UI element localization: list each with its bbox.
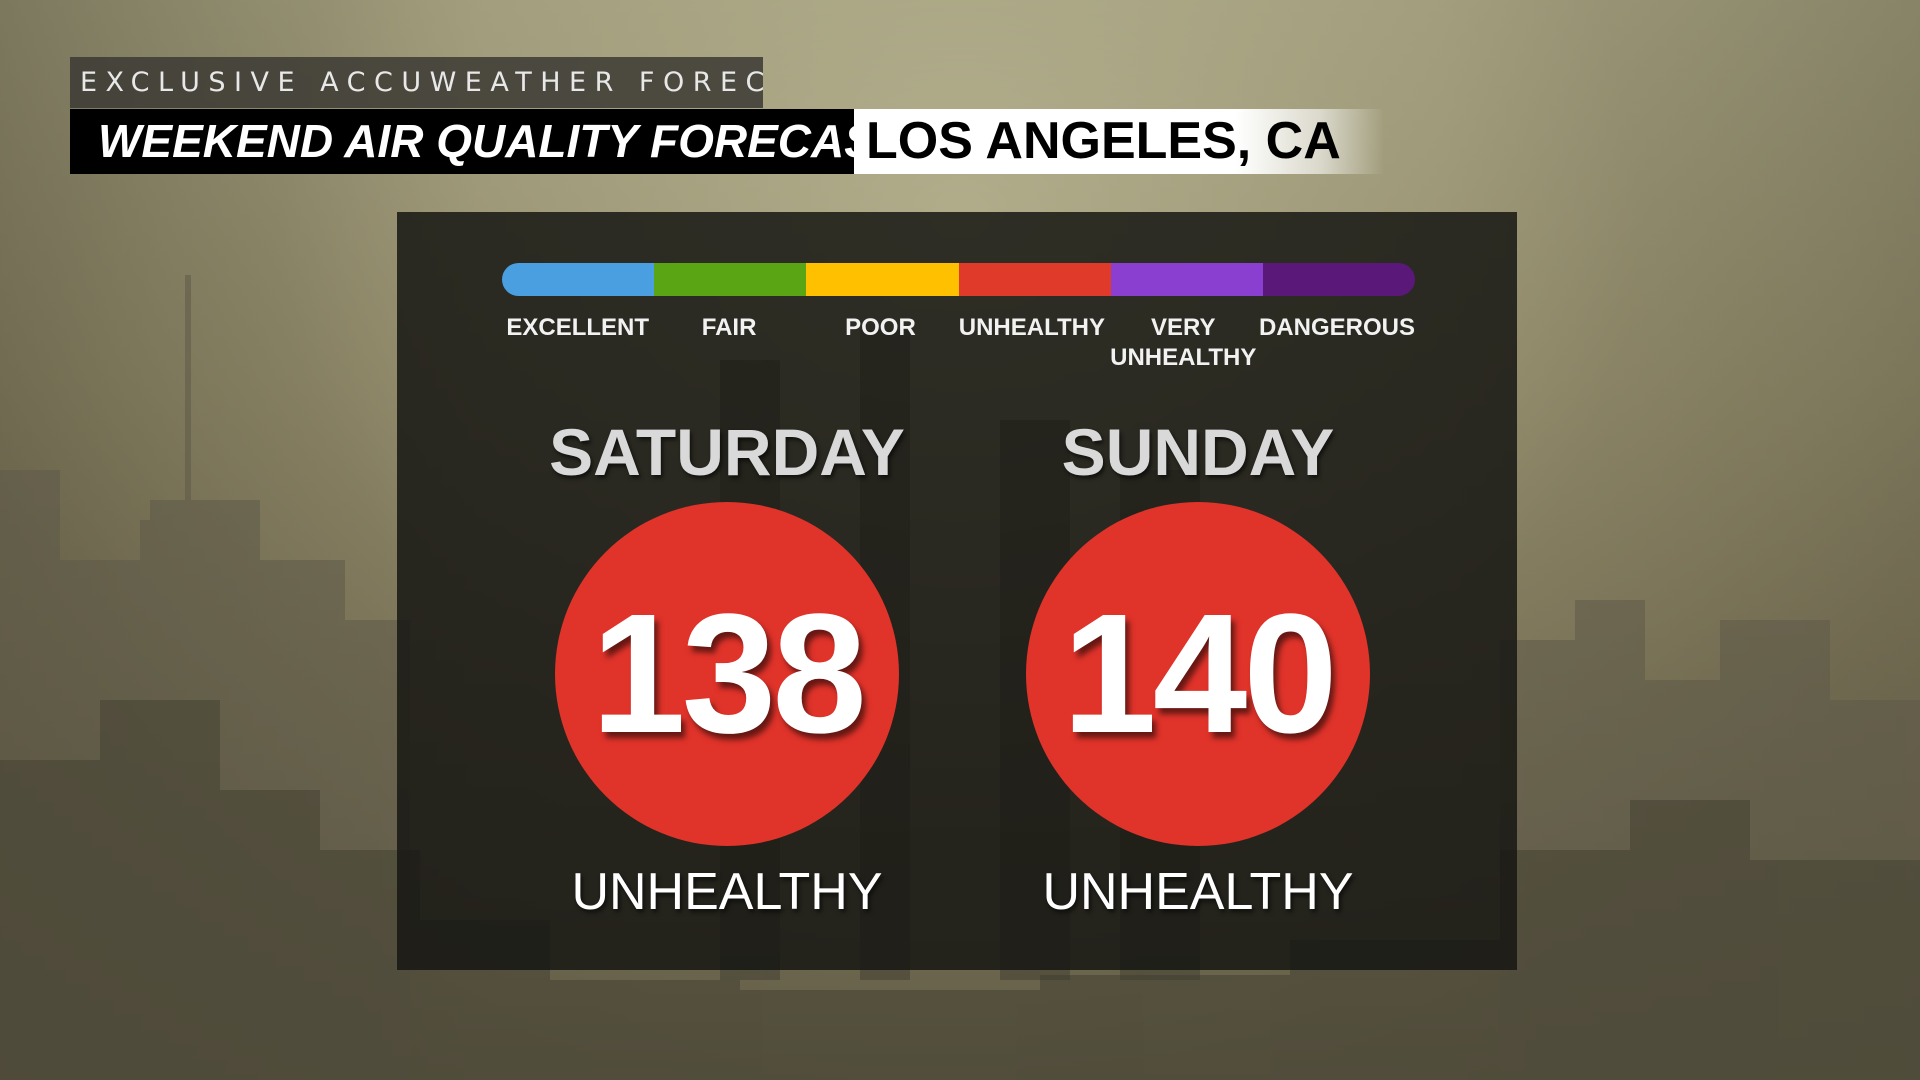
aqi-scale-labels: EXCELLENT FAIR POOR UNHEALTHY VERY UNHEA… (502, 313, 1415, 373)
forecast-title: WEEKEND AIR QUALITY FORECAST (70, 109, 903, 174)
scale-label-very-unhealthy: VERY UNHEALTHY (1110, 314, 1257, 371)
aqi-color-scale (502, 263, 1415, 296)
aqi-circle-sunday: 140 (1026, 502, 1370, 846)
aqi-value-sunday: 140 (1062, 579, 1338, 769)
scale-segment-excellent (502, 263, 655, 296)
scale-label-excellent: EXCELLENT (506, 314, 650, 341)
location-label: LOS ANGELES, CA (854, 109, 1384, 174)
aqi-value-saturday: 138 (591, 579, 867, 769)
scale-label-dangerous: DANGEROUS (1258, 314, 1415, 341)
kicker-label: EXCLUSIVE ACCUWEATHER FORECAST (70, 57, 763, 108)
scale-label-poor: POOR (845, 314, 916, 341)
scale-segment-dangerous (1262, 263, 1415, 296)
scale-segment-fair (654, 263, 807, 296)
day-label-sunday: SUNDAY (1061, 415, 1335, 489)
aqi-category-sunday: UNHEALTHY (1042, 863, 1354, 921)
scale-label-unhealthy: UNHEALTHY (958, 314, 1105, 341)
forecast-panel: EXCELLENT FAIR POOR UNHEALTHY VERY UNHEA… (397, 212, 1517, 970)
day-label-saturday: SATURDAY (549, 415, 905, 489)
aqi-category-saturday: UNHEALTHY (571, 863, 883, 921)
scale-segment-poor (806, 263, 959, 296)
aqi-circle-saturday: 138 (555, 502, 899, 846)
scale-segment-unhealthy (958, 263, 1111, 296)
scale-segment-very-unhealthy (1110, 263, 1263, 296)
scale-label-fair: FAIR (701, 314, 757, 341)
